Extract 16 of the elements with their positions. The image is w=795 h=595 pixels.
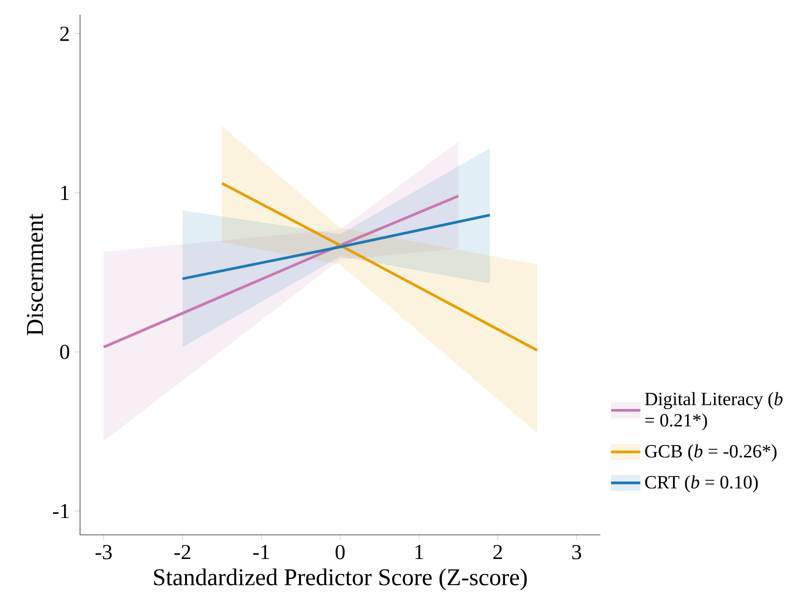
x-axis-title: Standardized Predictor Score (Z-score) (154, 568, 527, 590)
text: Digital Literacy (b = 0.21*) (644, 392, 783, 430)
x-tick-label: 3 (572, 544, 582, 560)
legend-label: GCB (b = -0.26*) (645, 444, 777, 462)
y-tick-label: -1 (53, 504, 69, 518)
x-tick-label: 0 (336, 544, 345, 560)
x-tick-label: -2 (174, 544, 190, 560)
y-tick-label: 1 (61, 186, 69, 200)
y-axis-title: Discernment (26, 214, 44, 336)
x-tick-label: -1 (253, 544, 269, 560)
legend-label: CRT (b = 0.10) (645, 475, 758, 492)
y-tick-label: 0 (60, 344, 70, 360)
y-tick-label: 2 (60, 26, 69, 41)
x-tick-label: 1 (416, 544, 424, 560)
x-tick-label: -3 (96, 544, 112, 560)
x-tick-label: 2 (493, 544, 502, 560)
